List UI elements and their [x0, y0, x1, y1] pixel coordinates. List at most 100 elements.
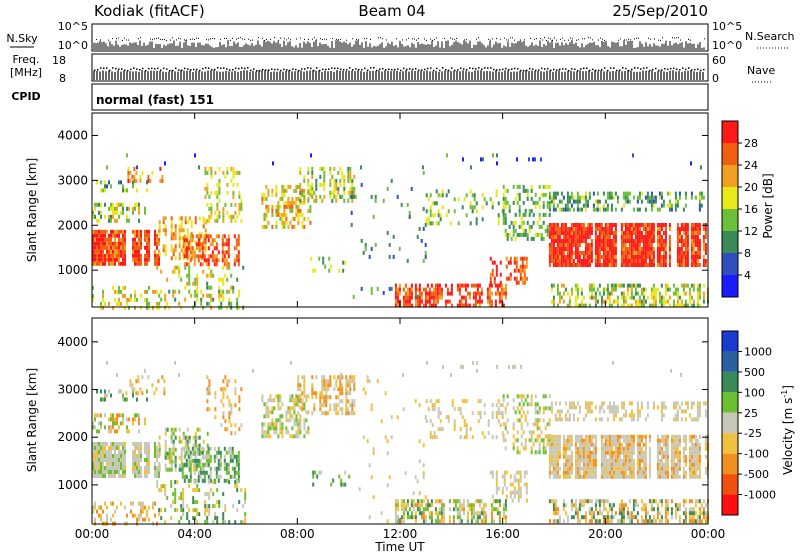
heat-cell [291, 394, 294, 399]
heat-cell [281, 426, 284, 431]
heat-cell [110, 454, 112, 458]
heat-cell [626, 263, 629, 267]
heat-cell [422, 287, 425, 292]
nave-dot [541, 67, 543, 70]
heat-cell [394, 299, 397, 304]
heat-cell [654, 287, 657, 292]
nave-dot [436, 67, 438, 70]
nave-dot [100, 67, 102, 69]
nsearch-dot [450, 37, 451, 39]
heat-cell [191, 238, 194, 243]
heat-cell [644, 235, 647, 239]
heat-cell [164, 427, 167, 432]
heat-cell [237, 258, 240, 263]
heat-cell [578, 223, 581, 227]
heat-cell [122, 233, 124, 238]
nsearch-tick-top: 10^5 [712, 20, 742, 33]
heat-cell [552, 299, 555, 304]
heat-cell [206, 447, 209, 452]
nave-dot [676, 68, 678, 70]
heat-cell [223, 478, 226, 483]
heat-cell [343, 198, 346, 203]
heat-cell [515, 264, 518, 269]
heat-cell [98, 229, 100, 234]
heat-cell [560, 191, 563, 196]
heat-cell [235, 458, 238, 463]
heat-cell [134, 245, 136, 250]
heat-cell [499, 260, 502, 265]
heat-cell [572, 235, 575, 239]
heat-cell [112, 245, 114, 250]
heat-cell [638, 191, 641, 196]
heat-cell [122, 417, 124, 422]
heat-cell [193, 450, 196, 455]
heat-cell [662, 259, 665, 263]
heat-cell [102, 293, 104, 298]
heat-cell [540, 157, 542, 162]
heat-cell [588, 191, 591, 196]
heat-cell [238, 305, 241, 310]
heat-cell [650, 263, 653, 267]
heat-cell [94, 470, 96, 474]
heat-cell [208, 508, 211, 513]
heat-cell [183, 446, 186, 451]
heat-cell [124, 450, 126, 454]
heat-cell [686, 227, 689, 231]
heat-cell [138, 417, 140, 422]
heat-cell [114, 218, 116, 223]
nave-dot [682, 67, 684, 69]
nave-dot [562, 68, 564, 70]
heat-cell [104, 188, 106, 193]
heat-cell [550, 243, 553, 247]
heat-cell [218, 285, 221, 290]
heat-cell [582, 227, 585, 231]
nave-dot [568, 69, 570, 72]
heat-cell [166, 496, 169, 501]
heat-cell [628, 227, 631, 231]
heat-cell [98, 466, 100, 470]
heat-cell [509, 276, 512, 281]
heat-cell [195, 242, 198, 247]
heat-cell [648, 239, 651, 243]
heat-cell [478, 499, 481, 504]
heat-cell [303, 216, 306, 221]
heat-cell [98, 421, 100, 426]
heat-cell [110, 425, 112, 430]
heat-cell [678, 259, 681, 263]
heat-cell [460, 283, 463, 288]
heat-cell [110, 466, 112, 470]
heat-cell [562, 227, 565, 231]
heat-cell [640, 191, 643, 196]
heat-cell [536, 232, 539, 237]
heat-cell [478, 299, 481, 304]
heat-cell [468, 303, 471, 308]
heat-cell [562, 291, 565, 296]
nsearch-dot [650, 38, 651, 40]
heat-cell [704, 227, 707, 231]
heat-cell [446, 291, 449, 296]
heat-cell [129, 170, 132, 175]
heat-cell [634, 263, 637, 267]
heat-cell [198, 435, 201, 440]
heat-cell [604, 223, 607, 227]
heat-cell [148, 233, 150, 238]
heat-cell [574, 295, 577, 300]
heat-cell [648, 255, 651, 259]
heat-cell [658, 263, 661, 267]
heat-cell [600, 231, 603, 235]
nave-dot [688, 67, 690, 69]
heat-cell [494, 299, 497, 304]
heat-cell [275, 426, 278, 431]
heat-cell [652, 199, 655, 204]
heat-cell [134, 442, 136, 446]
heat-cell [291, 434, 294, 439]
heat-cell [116, 505, 118, 510]
heat-cell [136, 413, 138, 418]
heat-cell [285, 414, 288, 419]
nave-dot [178, 69, 180, 71]
heat-cell [678, 251, 681, 255]
heat-cell [558, 255, 561, 259]
heat-cell [682, 259, 685, 263]
heat-cell [240, 488, 243, 493]
heat-cell [538, 204, 541, 209]
